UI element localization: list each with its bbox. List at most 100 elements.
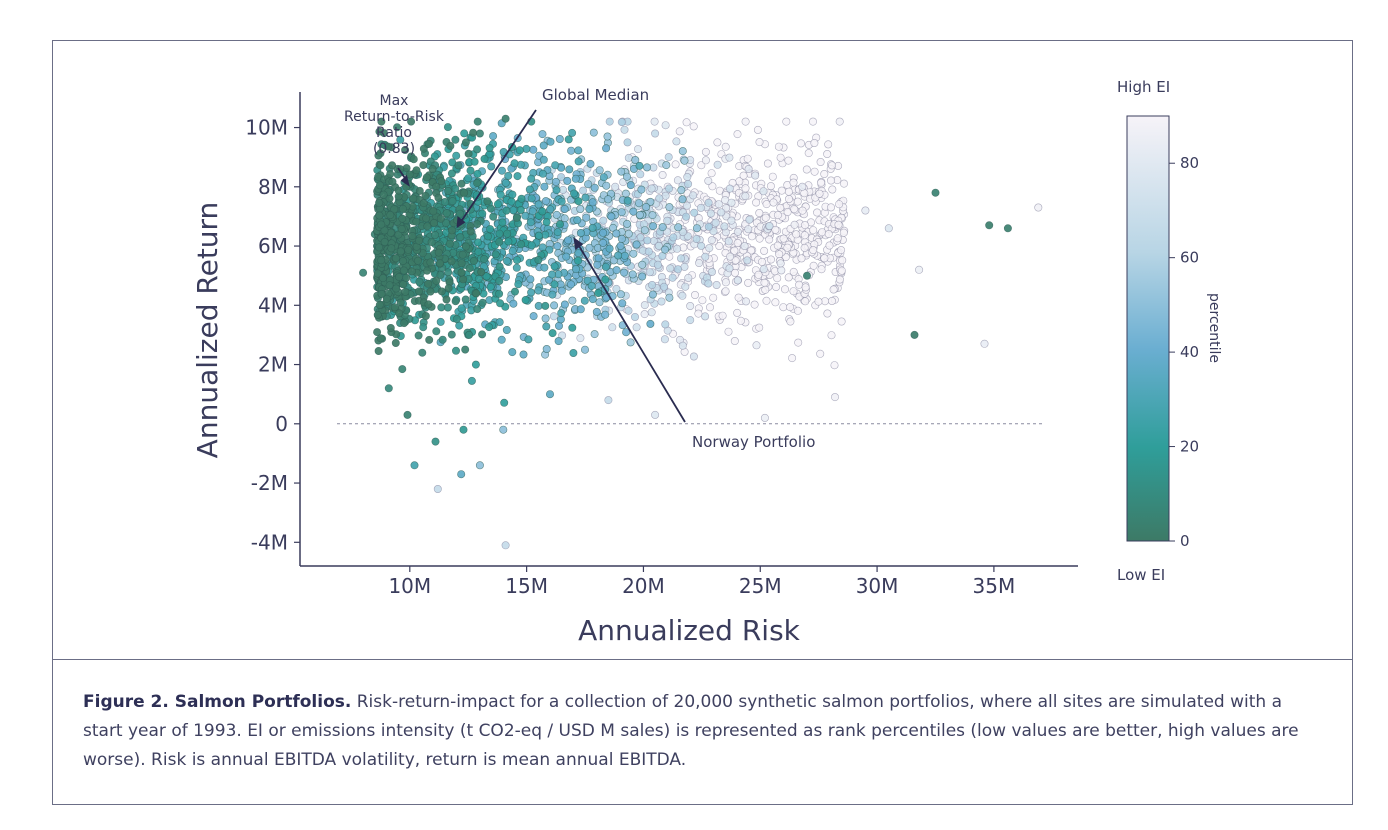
data-point	[801, 283, 810, 292]
data-point	[519, 350, 528, 359]
data-point	[534, 286, 543, 295]
data-point	[713, 160, 722, 169]
y-tick-label: -2M	[251, 471, 288, 495]
data-point	[475, 461, 484, 470]
data-point	[661, 320, 670, 329]
data-point	[650, 117, 659, 126]
data-point	[826, 203, 835, 212]
data-point	[495, 262, 504, 271]
data-point	[765, 222, 774, 231]
data-point	[599, 173, 608, 182]
data-point	[605, 244, 614, 253]
data-point	[574, 256, 583, 265]
data-point	[800, 231, 809, 240]
data-point	[588, 295, 597, 304]
data-point	[447, 330, 456, 339]
data-point	[442, 295, 451, 304]
data-point	[809, 246, 818, 255]
data-point	[1034, 203, 1043, 212]
data-point	[554, 337, 563, 346]
data-point	[442, 209, 451, 218]
colorbar-gradient	[1126, 115, 1170, 542]
data-point	[500, 398, 509, 407]
data-point	[502, 206, 511, 215]
data-point	[447, 169, 456, 178]
data-point	[617, 208, 626, 217]
data-point	[431, 231, 440, 240]
annotations: Max Return-to-Risk Ratio (0.83) Global Media…	[344, 86, 815, 451]
data-point	[707, 169, 716, 178]
data-point	[682, 212, 691, 221]
data-point	[436, 270, 445, 279]
data-point	[394, 186, 403, 195]
data-point	[423, 222, 432, 231]
data-point	[568, 323, 577, 332]
data-point	[534, 200, 543, 209]
data-point	[426, 287, 435, 296]
data-point	[413, 256, 422, 265]
data-point	[838, 256, 847, 265]
data-point	[776, 259, 785, 268]
data-point	[642, 203, 651, 212]
x-tick-label: 15M	[505, 574, 548, 598]
data-point	[704, 222, 713, 231]
data-point	[422, 214, 431, 223]
data-point	[766, 255, 775, 264]
data-point	[697, 161, 706, 170]
data-point	[797, 254, 806, 263]
data-point	[617, 167, 626, 176]
data-point	[553, 228, 562, 237]
data-point	[802, 165, 811, 174]
data-point	[825, 241, 834, 250]
data-point	[485, 144, 494, 153]
data-point	[454, 161, 463, 170]
data-point	[635, 210, 644, 219]
data-point	[386, 211, 395, 220]
data-point	[762, 296, 771, 305]
data-point	[436, 214, 445, 223]
data-point	[456, 233, 465, 242]
data-point	[642, 163, 651, 172]
data-point	[541, 197, 550, 206]
x-tick-label: 20M	[622, 574, 665, 598]
data-point	[452, 151, 461, 160]
data-point	[774, 142, 783, 151]
data-point	[473, 145, 482, 154]
data-point	[771, 298, 780, 307]
data-point	[630, 312, 639, 321]
x-tick-label: 25M	[739, 574, 782, 598]
data-point	[497, 335, 506, 344]
x-tick-label: 10M	[388, 574, 431, 598]
data-point	[673, 244, 682, 253]
data-point	[653, 260, 662, 269]
data-point	[762, 200, 771, 209]
data-point	[629, 207, 638, 216]
data-point	[761, 285, 770, 294]
data-point	[744, 225, 753, 234]
data-point	[392, 284, 401, 293]
data-point	[763, 159, 772, 168]
annotation-arrowhead	[573, 237, 584, 251]
data-point	[568, 296, 577, 305]
data-point	[560, 205, 569, 214]
data-point	[808, 117, 817, 126]
data-point	[707, 267, 716, 276]
data-point	[385, 281, 394, 290]
data-point	[823, 150, 832, 159]
scatter-points	[359, 114, 1043, 550]
data-point	[711, 218, 720, 227]
data-point	[661, 121, 670, 130]
data-point	[457, 304, 466, 313]
data-point	[823, 309, 832, 318]
data-point	[790, 205, 799, 214]
data-point	[399, 266, 408, 275]
data-point	[376, 334, 385, 343]
data-point	[473, 238, 482, 247]
data-point	[646, 197, 655, 206]
data-point	[665, 252, 674, 261]
data-point	[495, 237, 504, 246]
data-point	[426, 258, 435, 267]
data-point	[470, 157, 479, 166]
data-point	[648, 290, 657, 299]
